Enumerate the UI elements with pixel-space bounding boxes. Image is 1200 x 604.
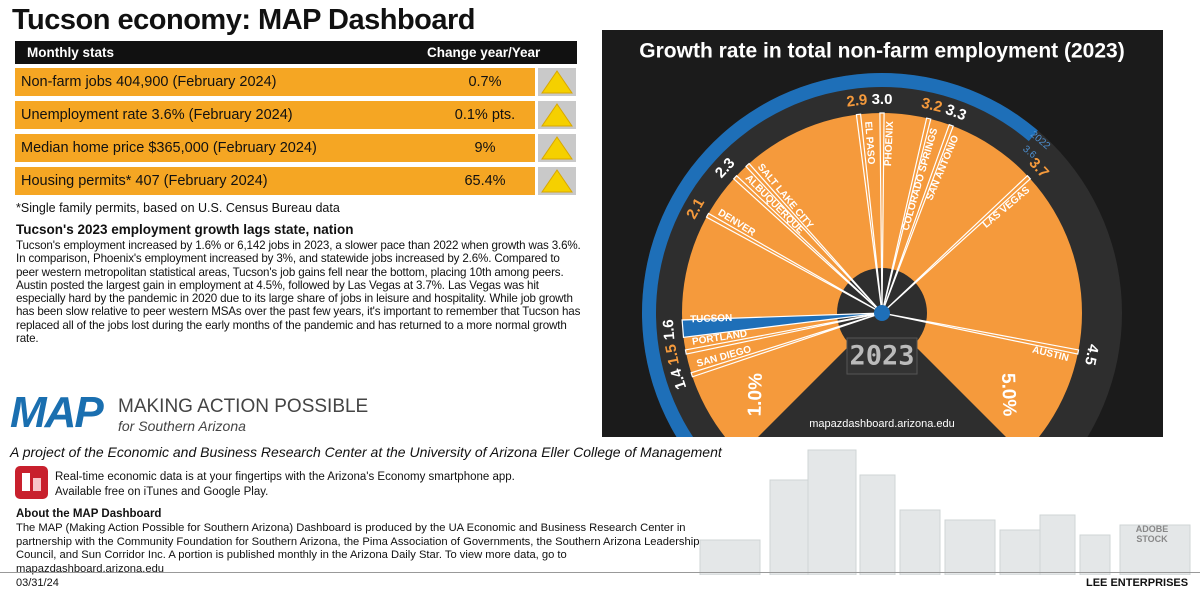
- city-needle: [690, 312, 883, 378]
- tick-mark: [1023, 454, 1051, 482]
- up-arrow: [538, 68, 576, 96]
- stat-row: Unemployment rate 3.6% (February 2024) 0.…: [15, 101, 535, 129]
- city-needle: [855, 113, 883, 314]
- year-display: 2023: [849, 341, 914, 372]
- city-label: TUCSON: [690, 313, 733, 325]
- city-needle: [881, 174, 1032, 314]
- city-needle: [881, 117, 932, 314]
- city-needle: [881, 123, 954, 314]
- city-needle: [879, 112, 885, 314]
- stat-row: Median home price $365,000 (February 202…: [15, 134, 535, 162]
- article-headline: Tucson's 2023 employment growth lags sta…: [16, 222, 354, 237]
- year-box: [846, 337, 918, 375]
- stat-label: Unemployment rate 3.6% (February 2024): [21, 107, 293, 123]
- stats-header: Monthly stats Change year/Year: [15, 41, 577, 64]
- footnote: *Single family permits, based on U.S. Ce…: [16, 201, 340, 215]
- city-needle: [684, 312, 883, 355]
- app-text: Real-time economic data is at your finge…: [55, 471, 515, 483]
- tick-label: 1.0%: [744, 373, 767, 417]
- logo-name: MAKING ACTION POSSIBLE: [118, 396, 369, 417]
- hub: [874, 305, 890, 321]
- tick-mark: [712, 454, 740, 482]
- value-label: 3.2: [920, 95, 944, 116]
- city-needle: [745, 162, 883, 314]
- footer-rule: [0, 572, 1200, 573]
- app-icon: [15, 466, 48, 499]
- previous-band: [642, 72, 1038, 437]
- up-arrow: [538, 134, 576, 162]
- up-arrow: [538, 167, 576, 195]
- stat-change: 9%: [474, 140, 496, 156]
- chart-url: mapazdashboard.arizona.edu: [809, 418, 955, 430]
- value-label: 2.9: [846, 91, 869, 110]
- chart-title: Growth rate in total non-farm employment…: [639, 40, 1124, 63]
- value-label: 4.5: [1081, 343, 1102, 367]
- value-label: 3.3: [943, 101, 968, 124]
- city-needle: [705, 212, 883, 314]
- city-needle: [732, 174, 883, 314]
- stock-credit: ADOBE STOCK: [1135, 524, 1169, 544]
- stat-row: Housing permits* 407 (February 2024) 65.4…: [15, 167, 535, 195]
- header-label: Monthly stats: [27, 45, 115, 60]
- logo-mark: MAP: [10, 388, 104, 437]
- about-heading: About the MAP Dashboard: [16, 508, 162, 520]
- project-line: A project of the Economic and Business R…: [10, 444, 722, 460]
- stat-label: Non-farm jobs 404,900 (February 2024): [21, 74, 277, 90]
- article-body: Tucson's employment increased by 1.6% or…: [16, 239, 581, 346]
- city-label: EL PASO: [862, 121, 876, 165]
- tick-label: 5.0%: [997, 373, 1020, 417]
- stat-change: 65.4%: [464, 173, 506, 189]
- app-text: Available free on iTunes and Google Play…: [55, 486, 269, 498]
- value-label: 1.5: [662, 343, 683, 367]
- value-label: 1.6: [660, 319, 679, 341]
- stat-row: Non-farm jobs 404,900 (February 2024) 0.7…: [15, 68, 535, 96]
- up-arrow: [538, 101, 576, 129]
- stat-change: 0.1% pts.: [454, 107, 516, 123]
- city-needle: [881, 312, 1080, 355]
- stat-label: Median home price $365,000 (February 202…: [21, 140, 317, 156]
- logo-sub: for Southern Arizona: [118, 418, 246, 434]
- header-label: Change year/Year: [427, 45, 541, 60]
- stat-change: 0.7%: [468, 74, 502, 90]
- about-body: The MAP (Making Action Possible for Sout…: [16, 522, 700, 575]
- credit: LEE ENTERPRISES: [1086, 577, 1189, 589]
- value-label: 3.0: [872, 91, 893, 108]
- skyline: [699, 449, 1191, 575]
- date: 03/31/24: [16, 577, 59, 589]
- stat-label: Housing permits* 407 (February 2024): [21, 173, 268, 189]
- city-needle: [681, 312, 883, 339]
- value-label: 1.4: [667, 366, 690, 392]
- city-label: PHOENIX: [883, 121, 896, 167]
- page-title: Tucson economy: MAP Dashboard: [12, 4, 476, 36]
